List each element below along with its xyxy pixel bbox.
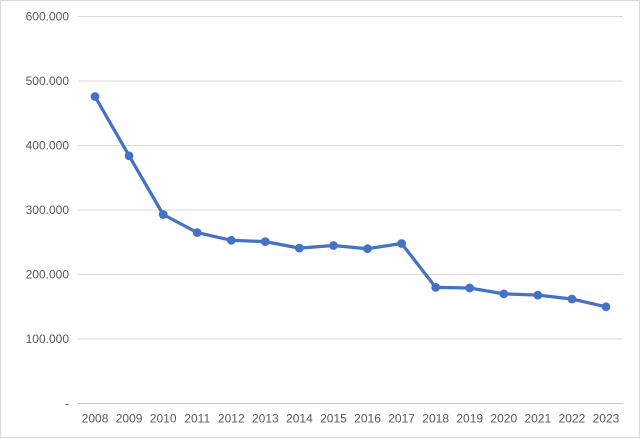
x-axis-label: 2009 xyxy=(116,412,143,426)
y-axis-label: 100.000 xyxy=(26,332,70,346)
data-point-marker xyxy=(465,283,475,293)
x-axis-label: 2022 xyxy=(559,412,586,426)
x-axis-label: 2012 xyxy=(218,412,245,426)
data-point-marker xyxy=(601,302,611,312)
x-axis-label: 2019 xyxy=(456,412,483,426)
x-axis-label: 2021 xyxy=(524,412,551,426)
x-axis-label: 2016 xyxy=(354,412,381,426)
data-point-marker xyxy=(431,283,441,292)
data-point-marker xyxy=(329,241,338,250)
data-point-marker xyxy=(192,228,202,238)
x-axis-label: 2014 xyxy=(286,412,313,426)
x-axis-label: 2023 xyxy=(593,412,620,426)
data-point-marker xyxy=(567,294,577,304)
y-axis-label: 200.000 xyxy=(26,268,70,282)
x-axis-label: 2008 xyxy=(82,412,109,426)
y-axis-label: 400.000 xyxy=(26,139,70,153)
data-point-marker xyxy=(499,289,509,299)
data-point-marker xyxy=(533,290,543,300)
y-axis-label: 600.000 xyxy=(26,10,70,24)
x-axis-label: 2015 xyxy=(320,412,347,426)
x-axis-label: 2017 xyxy=(388,412,415,426)
x-axis-label: 2018 xyxy=(422,412,449,426)
y-axis-label: 300.000 xyxy=(26,203,70,217)
data-point-marker xyxy=(226,235,236,245)
data-point-marker xyxy=(158,210,168,219)
x-axis-label: 2020 xyxy=(490,412,517,426)
data-point-marker xyxy=(295,243,304,253)
data-line xyxy=(93,94,608,309)
y-axis-label: - xyxy=(65,397,69,411)
data-point-marker xyxy=(260,237,270,247)
x-axis-label: 2013 xyxy=(252,412,279,426)
x-axis-label: 2010 xyxy=(150,412,177,426)
data-point-marker xyxy=(90,92,100,101)
data-point-marker xyxy=(397,239,406,248)
data-point-marker xyxy=(124,151,134,161)
x-axis-label: 2011 xyxy=(184,412,210,426)
y-axis-label: 500.000 xyxy=(26,74,70,88)
data-point-marker xyxy=(363,244,372,254)
